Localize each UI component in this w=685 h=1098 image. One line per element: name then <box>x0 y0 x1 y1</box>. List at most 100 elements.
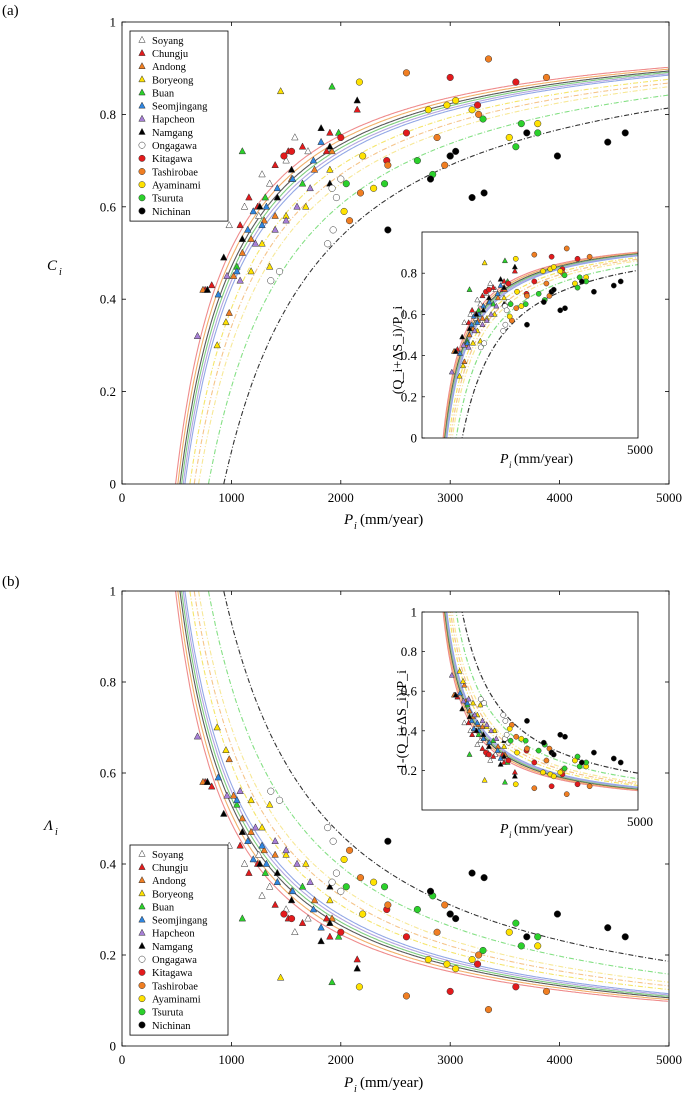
a-main-point-boryeong <box>276 87 285 95</box>
a-main-point-boryeong <box>247 267 255 275</box>
legend-marker-chungju <box>138 862 146 870</box>
a-main-point-ayaminami <box>359 152 367 160</box>
b-main-point-nichinan <box>480 874 488 882</box>
b-main-point-andong <box>225 755 233 763</box>
b-main-point-ongagawa <box>324 824 332 832</box>
b-main-point-soyang <box>240 859 249 867</box>
legend-label-namgang: Namgang <box>152 942 194 953</box>
a-main-point-boryeong <box>302 202 310 210</box>
b-inset-point-chungju <box>479 745 486 751</box>
a-main-point-tashirobae <box>402 69 410 77</box>
a-inset-point-namgang <box>497 275 504 282</box>
b-inset-point-hapcheon <box>479 717 486 724</box>
legend-marker-seomjingang <box>138 915 146 923</box>
b-main-point-tashirobae <box>475 951 483 959</box>
a-main-point-buan <box>298 179 307 187</box>
a-main-xtick-label: 2000 <box>328 490 354 505</box>
a-inset-point-nichinan <box>557 307 564 314</box>
legend-marker-soyang <box>138 849 146 857</box>
a-main-point-tsuruta <box>342 180 350 188</box>
a-main-xlabel: P i (mm/year) <box>343 512 423 532</box>
b-main-xtick-label: 1000 <box>218 1052 244 1067</box>
a-main-point-tashirobae <box>356 189 365 197</box>
b-inset-point-tashirobae <box>531 785 538 792</box>
b-main-point-chungju <box>326 932 334 940</box>
b-main-point-buan <box>298 882 307 890</box>
a-main-point-seomjingang <box>317 137 325 145</box>
b-main-point-kitagawa <box>474 960 482 968</box>
a-ylabel-main: C <box>47 258 58 274</box>
b-inset-point-ayaminami <box>514 749 520 756</box>
legend-label-buan: Buan <box>152 902 175 913</box>
a-main-ytick-label: 0.6 <box>100 199 117 214</box>
a-main-point-ayaminami <box>534 120 542 128</box>
a-inset-point-boryeong <box>477 337 484 344</box>
a-main-point-namgang <box>256 202 264 210</box>
a-main-point-kitagawa <box>446 73 454 81</box>
legend-label-seomjingang: Seomjingang <box>152 102 208 113</box>
b-inset-point-boryeong <box>456 667 463 674</box>
legend-label-soyang: Soyang <box>152 36 184 47</box>
b-inset-point-kitagawa <box>548 783 555 790</box>
a-main-point-buan <box>261 193 270 201</box>
b-main-point-ayaminami <box>468 956 476 964</box>
a-inset-point-buan <box>501 257 508 264</box>
a-main-point-namgang <box>353 96 361 104</box>
b-main-point-boryeong <box>326 896 334 904</box>
a-main-point-ongagawa <box>275 267 284 276</box>
legend-label-boryeong: Boryeong <box>152 75 194 86</box>
b-inset-frame <box>421 611 639 811</box>
a-main-point-hapcheon <box>282 216 290 224</box>
a-inset-point-hapcheon <box>471 327 478 334</box>
a-main-point-tashirobae <box>433 133 441 142</box>
b-main-point-hapcheon <box>306 877 314 885</box>
legend-label-hapcheon: Hapcheon <box>152 929 195 940</box>
a-main-point-soyang <box>258 170 266 178</box>
a-inset-point-tashirobae <box>531 251 538 258</box>
legend-marker-ongagawa <box>138 955 146 963</box>
a-inset-point-hapcheon <box>448 368 455 375</box>
a-main-point-ayaminami <box>468 106 476 114</box>
b-main-ytick-label: 0.8 <box>100 675 116 690</box>
a-main-point-ayaminami <box>355 78 363 86</box>
b-main-frame <box>121 590 670 1047</box>
a-main-point-andong <box>229 271 238 279</box>
b-inset-point-chungju <box>469 731 476 737</box>
b-inset-point-boryeong <box>481 776 488 783</box>
b-main-point-tashirobae <box>441 901 449 909</box>
b-main-point-kitagawa <box>512 983 520 991</box>
b-main-point-boryeong <box>276 973 285 981</box>
a-main-point-hapcheon <box>306 184 314 192</box>
a-main-point-hapcheon <box>193 331 202 339</box>
a-main-point-tsuruta <box>517 120 525 128</box>
a-inset-plot-area <box>422 232 638 438</box>
a-main-point-kitagawa <box>280 152 288 160</box>
a-main-point-hapcheon <box>223 271 231 279</box>
b-main-ytick-label: 0 <box>110 1039 117 1054</box>
b-main-ylabel: Λ i <box>42 818 58 838</box>
a-main-point-chungju <box>326 128 334 136</box>
a-main-point-nichinan <box>621 129 629 137</box>
a-main-ytick-label: 0.8 <box>100 107 116 122</box>
legend-marker-hapcheon <box>138 928 146 936</box>
a-inset-ytick-label: 0.8 <box>401 266 417 281</box>
legend-label-seomjingang: Seomjingang <box>152 916 208 927</box>
b-main-xlabel: P i (mm/year) <box>343 1075 423 1095</box>
b-xlabel-unit: (mm/year) <box>360 1075 423 1091</box>
b-inset-point-ongagawa <box>481 700 488 706</box>
a-main-legend: Soyang Chungju Andong Boryeong Buan Seomjinga… <box>129 30 229 222</box>
b-main-fit-curve <box>223 591 669 962</box>
a-inset-point-hapcheon <box>460 341 467 348</box>
b-main-point-soyang <box>258 891 266 899</box>
a-main-point-seomjingang <box>258 220 266 229</box>
a-xlabel-main: P <box>343 512 353 528</box>
legend-marker-ayaminami <box>138 181 146 189</box>
b-inset-point-andong <box>466 707 473 714</box>
a-main-point-andong <box>271 211 279 219</box>
a-main-point-ongagawa <box>337 175 345 183</box>
b-main-point-tsuruta <box>381 883 389 891</box>
b-main-point-seomjingang <box>214 773 222 781</box>
b-main-point-hapcheon <box>223 791 231 799</box>
a-inset-point-soyang <box>487 279 494 286</box>
a-main-point-nichinan <box>446 152 454 160</box>
